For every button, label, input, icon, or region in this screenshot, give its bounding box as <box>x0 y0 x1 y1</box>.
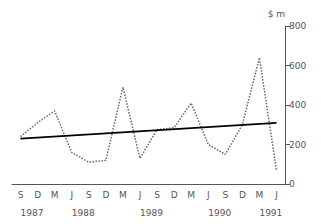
svg-text:D: D <box>102 190 109 200</box>
svg-text:800: 800 <box>289 21 306 31</box>
svg-text:$ m: $ m <box>268 9 285 19</box>
svg-text:M: M <box>119 190 127 200</box>
svg-text:J: J <box>274 190 278 200</box>
svg-text:S: S <box>222 190 228 200</box>
svg-text:D: D <box>171 190 178 200</box>
svg-text:J: J <box>69 190 73 200</box>
svg-text:J: J <box>138 190 142 200</box>
svg-text:M: M <box>256 190 264 200</box>
svg-text:S: S <box>18 190 24 200</box>
svg-text:M: M <box>187 190 195 200</box>
svg-text:400: 400 <box>289 100 306 110</box>
svg-text:1988: 1988 <box>72 208 95 218</box>
svg-text:1990: 1990 <box>208 208 231 218</box>
svg-text:200: 200 <box>289 140 306 150</box>
svg-text:1987: 1987 <box>21 208 44 218</box>
svg-text:M: M <box>51 190 59 200</box>
svg-text:1991: 1991 <box>259 208 282 218</box>
svg-text:D: D <box>239 190 246 200</box>
svg-text:J: J <box>206 190 210 200</box>
svg-text:1989: 1989 <box>140 208 163 218</box>
svg-text:D: D <box>34 190 41 200</box>
svg-text:0: 0 <box>289 179 295 189</box>
svg-text:600: 600 <box>289 61 306 71</box>
svg-text:S: S <box>86 190 92 200</box>
svg-text:S: S <box>154 190 160 200</box>
